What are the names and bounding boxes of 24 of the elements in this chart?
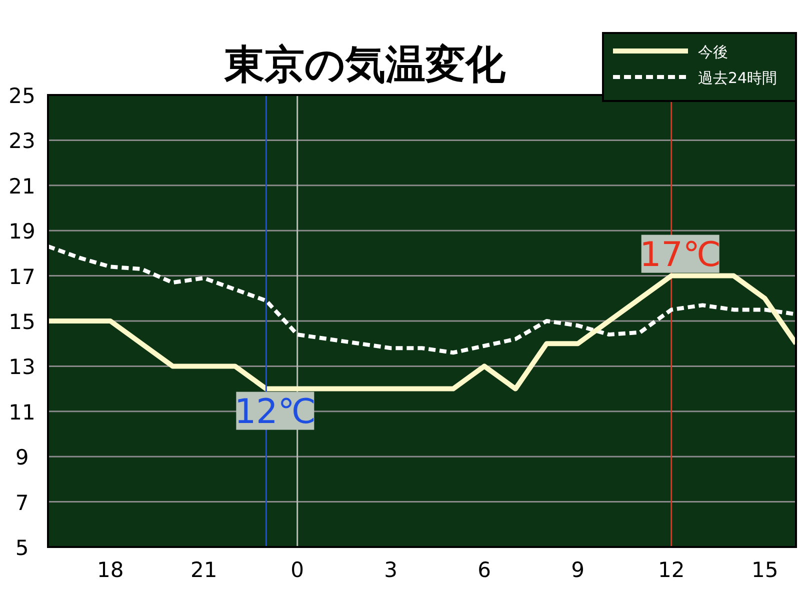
y-tick-label: 11 [8,400,36,424]
annotation: 17℃ [640,234,722,275]
y-tick-label: 13 [8,355,36,380]
legend-label: 過去24時間 [698,69,778,87]
x-tick-label: 21 [190,558,218,582]
x-tick-label: 15 [751,558,778,582]
x-tick-label: 18 [96,558,124,582]
y-tick-label: 5 [15,536,29,560]
y-tick-label: 25 [8,84,36,108]
chart-title: 東京の気温変化 [224,42,506,88]
x-tick-label: 6 [478,558,492,582]
y-tick-label: 19 [8,220,36,244]
y-tick-label: 21 [8,174,36,198]
y-tick-label: 23 [8,129,36,154]
y-tick-label: 9 [15,446,29,470]
y-tick-label: 15 [8,310,36,334]
x-tick-label: 9 [571,558,585,582]
y-tick-label: 7 [15,490,29,515]
legend-label: 今後 [698,43,728,61]
x-tick-label: 12 [658,558,685,582]
x-tick-label: 3 [384,558,398,582]
y-tick-label: 17 [8,264,36,289]
x-tick-label: 0 [290,558,304,582]
annotation: 12℃ [234,392,316,432]
